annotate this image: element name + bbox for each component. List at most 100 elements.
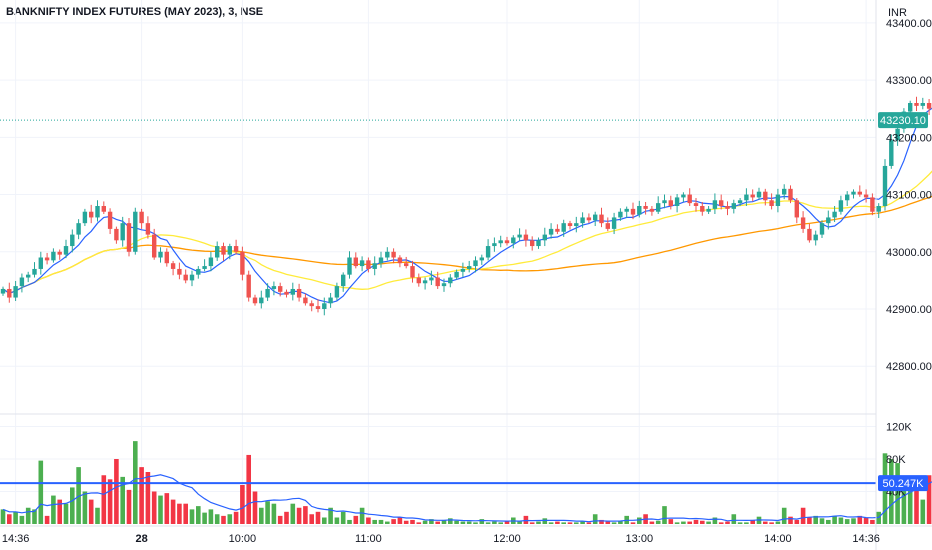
candle (334, 286, 340, 298)
volume-bar (139, 467, 144, 524)
volume-bar (145, 472, 151, 524)
candle (611, 217, 617, 229)
candle (328, 297, 333, 304)
volume-bar (889, 459, 894, 524)
candle (467, 266, 472, 269)
candle (208, 257, 214, 267)
volume-bar (240, 485, 245, 524)
candle (863, 194, 869, 198)
candle (145, 223, 151, 235)
volume-bar (718, 522, 724, 524)
volume-bar (202, 512, 207, 524)
volume-bar (744, 522, 749, 524)
candle (57, 251, 62, 255)
price-tick-label: 42800.00 (886, 361, 932, 373)
volume-bar (473, 522, 478, 524)
volume-bar (309, 514, 314, 524)
price-tick-label: 43200.00 (886, 132, 932, 144)
volume-bar (164, 493, 170, 524)
time-tick-label: 10:00 (229, 533, 257, 545)
candle (668, 200, 673, 206)
volume-bar (120, 476, 125, 524)
candle (750, 194, 755, 198)
ma-slow-line (2, 195, 932, 295)
candle (914, 103, 919, 106)
candle (693, 203, 699, 206)
volume-bar (580, 521, 585, 524)
candle (189, 274, 195, 281)
volume-bar (95, 507, 100, 524)
chart-title: BANKNIFTY INDEX FUTURES (MAY 2023), 3, N… (6, 6, 264, 18)
volume-bar (712, 517, 718, 524)
candle (498, 240, 503, 244)
volume-bar (227, 514, 233, 524)
candle (731, 203, 736, 209)
volume-bar (706, 521, 711, 524)
volume-bar (107, 479, 113, 524)
volume-bar (70, 487, 75, 524)
volume-bar (542, 518, 548, 524)
volume-bar (246, 454, 251, 524)
volume-bar (170, 499, 176, 524)
volume-bar (655, 520, 661, 524)
candle (435, 277, 440, 287)
candle (794, 200, 799, 218)
candle (593, 214, 598, 221)
candle (70, 234, 75, 247)
candle (492, 243, 497, 247)
candle (265, 288, 270, 298)
volume-bar (674, 522, 680, 524)
volume-bar (819, 518, 825, 524)
volume-bar (177, 503, 182, 524)
candle (347, 257, 352, 275)
candle (719, 200, 724, 206)
candle (769, 200, 774, 206)
candle (700, 206, 705, 212)
candle (152, 234, 157, 258)
volume-bar (485, 522, 491, 524)
candle (315, 306, 321, 309)
candle (284, 291, 289, 295)
volume-bar (807, 517, 812, 524)
volume-bar (826, 519, 831, 524)
volume-bar (548, 522, 554, 524)
price-tick-label: 43300.00 (886, 75, 932, 87)
volume-bar (296, 507, 302, 524)
candle (643, 206, 648, 209)
volume-bar (221, 515, 226, 524)
volume-bar (265, 501, 270, 524)
candle (460, 268, 466, 272)
candle (290, 288, 295, 295)
volume-bar (813, 515, 818, 524)
volume-marker-badge (878, 475, 928, 492)
candle (385, 251, 390, 258)
candle (926, 103, 932, 109)
candle (246, 274, 251, 298)
candle (120, 223, 125, 241)
candle (775, 194, 781, 206)
volume-bar (82, 491, 88, 524)
candle (517, 234, 522, 238)
volume-bar (233, 511, 239, 524)
candle (637, 206, 642, 215)
volume-bar (700, 520, 705, 524)
candle (126, 223, 132, 252)
candle (378, 257, 384, 264)
grid (0, 0, 876, 524)
volume-bar (397, 517, 403, 524)
candle (674, 197, 680, 206)
candle (296, 288, 302, 298)
candle (441, 283, 447, 287)
volume-bar (630, 522, 636, 524)
candle (706, 208, 711, 212)
volume-bar (196, 506, 201, 524)
candle (259, 297, 264, 304)
candle (586, 217, 592, 221)
volume-bar (750, 519, 755, 524)
volume-bar (775, 521, 781, 524)
volume-bar (328, 507, 333, 524)
volume-bar (529, 522, 535, 524)
candle (139, 211, 144, 224)
candle (26, 274, 31, 278)
